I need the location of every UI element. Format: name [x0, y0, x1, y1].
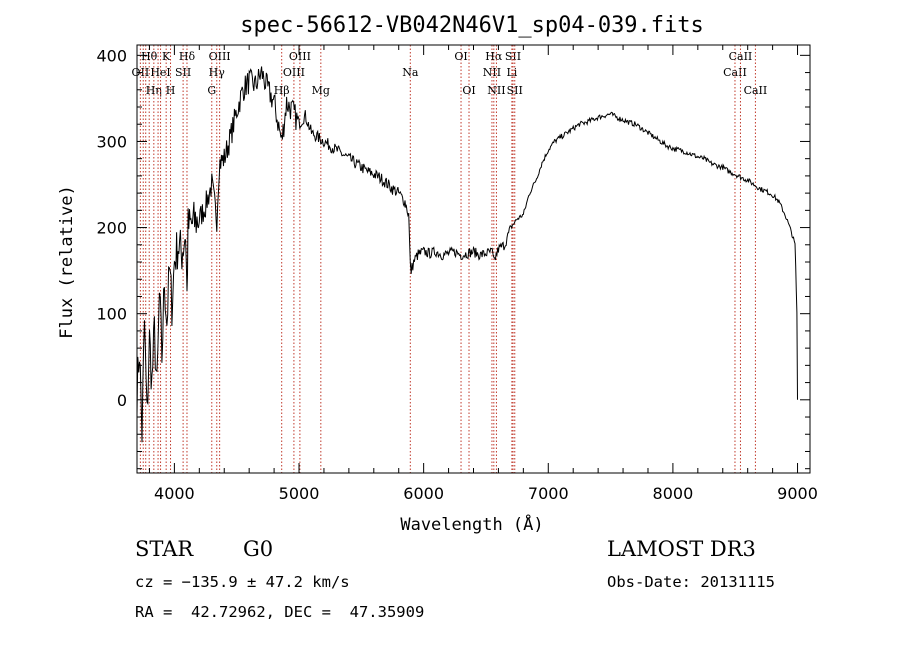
- line-marker-label: OIII: [289, 50, 311, 63]
- line-marker-label: Mg: [312, 84, 330, 97]
- plot-frame: [136, 44, 811, 474]
- line-marker-label: CaII: [744, 84, 768, 97]
- x-tick-label: 9000: [777, 484, 818, 503]
- line-marker-label: SII: [505, 50, 521, 63]
- line-marker-label: HeI: [150, 66, 170, 79]
- x-tick-label: 7000: [528, 484, 569, 503]
- x-tick-label: 5000: [279, 484, 320, 503]
- line-marker-label: OIII: [209, 50, 231, 63]
- line-marker-label: CaII: [729, 50, 753, 63]
- line-marker-label: OI: [454, 50, 467, 63]
- line-marker-label: OIII: [283, 66, 305, 79]
- redshift-velocity: cz = −135.9 ± 47.2 km/s: [135, 573, 350, 591]
- line-marker-label: Na: [402, 66, 419, 79]
- y-tick-label: 0: [117, 391, 127, 410]
- line-marker-label: NII: [487, 84, 505, 97]
- y-axis-label: Flux (relative): [57, 185, 77, 339]
- sky-coordinates: RA = 42.72962, DEC = 47.35909: [135, 603, 425, 621]
- survey-name: LAMOST DR3: [607, 537, 756, 561]
- x-tick-label: 6000: [403, 484, 444, 503]
- line-marker-label: OI: [462, 84, 475, 97]
- y-tick-label: 200: [96, 219, 127, 238]
- line-marker-label: H: [166, 84, 176, 97]
- line-marker-label: Hη: [146, 84, 162, 97]
- line-marker-label: Hθ: [141, 50, 158, 63]
- line-marker-label: Hβ: [274, 84, 290, 97]
- spectral-line-markers: OIIHθHηHeIKHSIIHδGHγOIIIHβOIIIOIIIMgNaOI…: [132, 45, 768, 473]
- y-tick-label: 400: [96, 46, 127, 65]
- line-marker-label: Hα: [485, 50, 503, 63]
- x-axis-label: Wavelength (Å): [400, 513, 543, 535]
- chart-title: spec-56612-VB042N46V1_sp04-039.fits: [240, 13, 704, 38]
- x-axis-ticks: 4000 5000 6000 7000 8000 9000: [148, 45, 818, 503]
- x-tick-label: 8000: [653, 484, 694, 503]
- line-marker-label: SII: [507, 84, 523, 97]
- line-marker-label: Hγ: [209, 66, 226, 79]
- line-marker-label: Li: [506, 66, 517, 79]
- line-marker-label: G: [207, 84, 216, 97]
- object-class: STAR: [135, 537, 194, 561]
- line-marker-label: SII: [175, 66, 191, 79]
- y-tick-label: 100: [96, 305, 127, 324]
- x-tick-label: 4000: [154, 484, 195, 503]
- y-axis-ticks: 0 100 200 300 400: [96, 46, 810, 470]
- spectrum-line: [136, 66, 798, 443]
- line-marker-label: CaII: [723, 66, 747, 79]
- object-subclass: G0: [243, 537, 274, 561]
- y-tick-label: 300: [96, 132, 127, 151]
- observation-date: Obs-Date: 20131115: [607, 573, 775, 591]
- line-marker-label: K: [162, 50, 171, 63]
- spectrum-series: [136, 66, 798, 443]
- line-marker-label: Hδ: [179, 50, 196, 63]
- line-marker-label: NII: [483, 66, 501, 79]
